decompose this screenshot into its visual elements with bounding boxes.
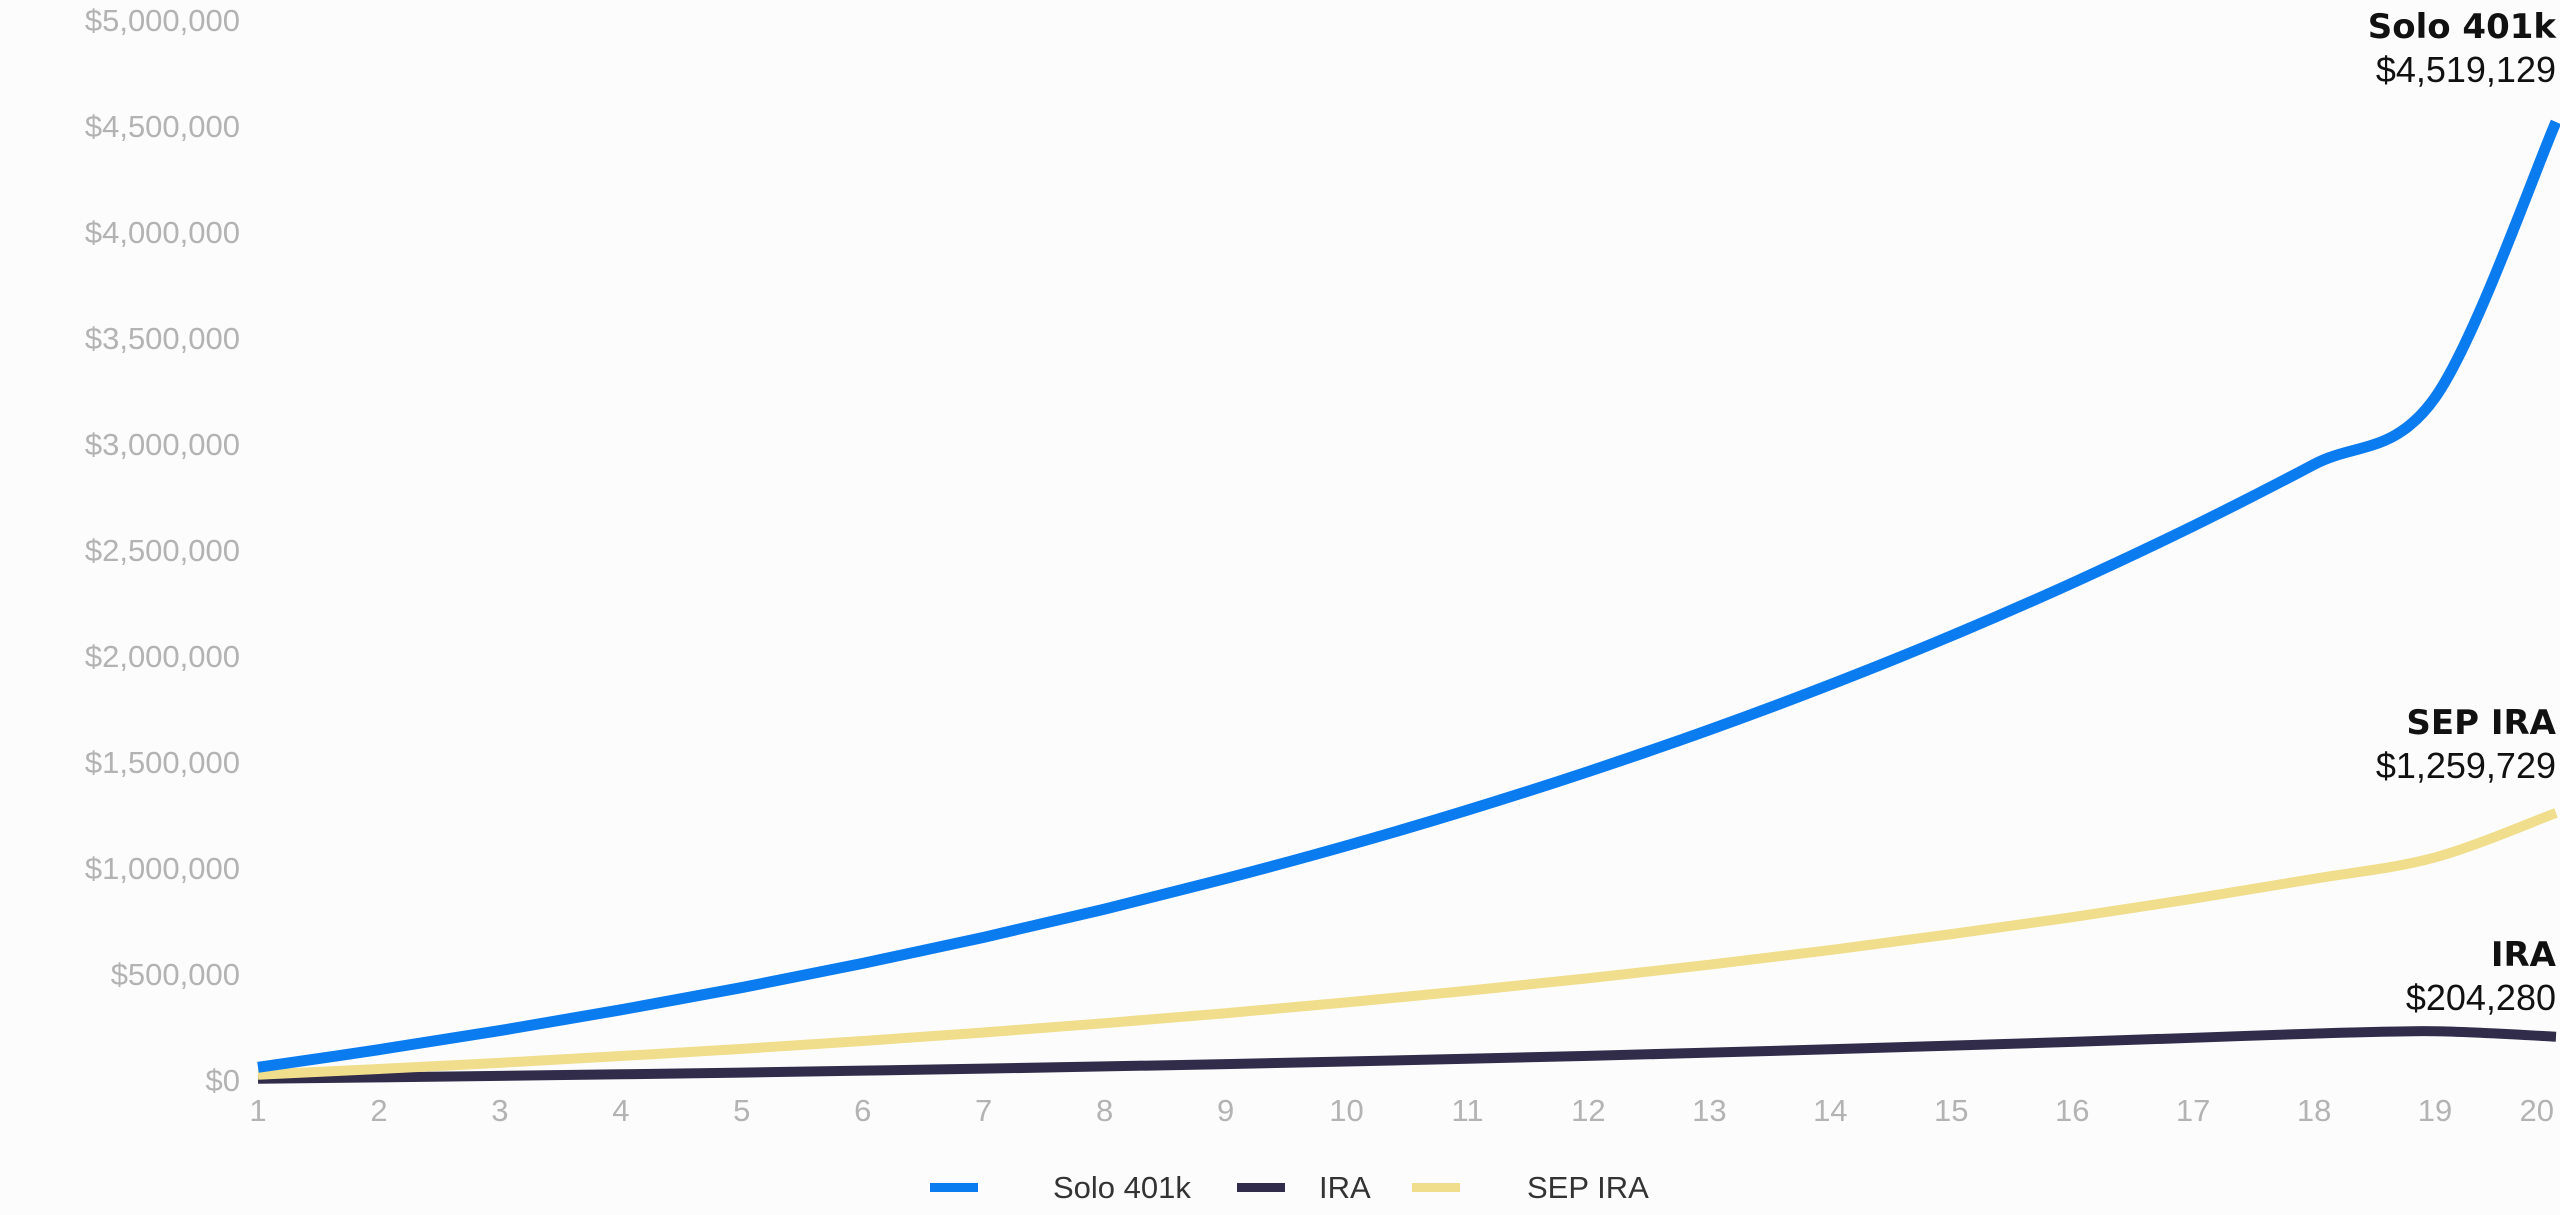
x-tick-label: 6 bbox=[854, 1093, 871, 1128]
y-tick-label: $4,000,000 bbox=[85, 215, 240, 250]
legend-swatch-solo-401k bbox=[930, 1183, 978, 1192]
end-label-name-sep-ira: SEP IRA bbox=[2406, 703, 2556, 743]
x-tick-label: 20 bbox=[2520, 1093, 2554, 1128]
legend-label-solo-401k: Solo 401k bbox=[1053, 1170, 1191, 1205]
legend-swatch-ira bbox=[1237, 1183, 1285, 1192]
x-tick-label: 18 bbox=[2297, 1093, 2331, 1128]
y-tick-label: $4,500,000 bbox=[85, 109, 240, 144]
x-tick-label: 16 bbox=[2055, 1093, 2089, 1128]
y-tick-label: $2,500,000 bbox=[85, 533, 240, 568]
y-tick-label: $0 bbox=[206, 1063, 240, 1098]
end-label-value-ira: $204,280 bbox=[2406, 977, 2556, 1018]
y-tick-label: $500,000 bbox=[111, 957, 240, 992]
end-labels: Solo 401k$4,519,129 IRA$204,280 SEP IRA$1,… bbox=[2368, 7, 2558, 1018]
legend-swatch-sep-ira bbox=[1412, 1183, 1460, 1192]
y-tick-label: $3,500,000 bbox=[85, 321, 240, 356]
x-tick-label: 2 bbox=[370, 1093, 387, 1128]
y-tick-label: $1,500,000 bbox=[85, 745, 240, 780]
x-tick-label: 3 bbox=[491, 1093, 508, 1128]
y-tick-label: $3,000,000 bbox=[85, 427, 240, 462]
x-tick-label: 10 bbox=[1329, 1093, 1363, 1128]
x-tick-label: 15 bbox=[1934, 1093, 1968, 1128]
x-tick-label: 12 bbox=[1571, 1093, 1605, 1128]
x-axis: 1 2 3 4 5 6 7 8 9 10 11 12 13 14 15 16 17 18 19 20 bbox=[249, 1093, 2554, 1128]
x-tick-label: 11 bbox=[1451, 1093, 1483, 1128]
end-label-value-solo-401k: $4,519,129 bbox=[2376, 49, 2556, 90]
series-line-ira bbox=[257, 1026, 2557, 1084]
y-tick-label: $2,000,000 bbox=[85, 639, 240, 674]
legend-label-ira: IRA bbox=[1319, 1170, 1371, 1205]
y-tick-label: $5,000,000 bbox=[85, 3, 240, 38]
series-line-sep-ira bbox=[257, 808, 2558, 1080]
x-tick-label: 7 bbox=[975, 1093, 992, 1128]
end-label-value-sep-ira: $1,259,729 bbox=[2376, 745, 2556, 786]
y-axis: $0 $500,000 $1,000,000 $1,500,000 $2,000,000… bbox=[85, 3, 240, 1098]
x-tick-label: 19 bbox=[2418, 1093, 2452, 1128]
x-tick-label: 4 bbox=[612, 1093, 629, 1128]
x-tick-label: 5 bbox=[733, 1093, 750, 1128]
x-tick-label: 17 bbox=[2176, 1093, 2210, 1128]
series-line-solo-401k bbox=[257, 119, 2560, 1073]
series-lines bbox=[257, 119, 2560, 1084]
x-tick-label: 1 bbox=[249, 1093, 266, 1128]
x-tick-label: 13 bbox=[1692, 1093, 1726, 1128]
x-tick-label: 9 bbox=[1217, 1093, 1234, 1128]
x-tick-label: 14 bbox=[1813, 1093, 1847, 1128]
end-label-name-solo-401k: Solo 401k bbox=[2368, 7, 2558, 47]
x-tick-label: 8 bbox=[1096, 1093, 1113, 1128]
legend-label-sep-ira: SEP IRA bbox=[1527, 1170, 1649, 1205]
end-label-name-ira: IRA bbox=[2491, 935, 2557, 975]
y-tick-label: $1,000,000 bbox=[85, 851, 240, 886]
legend: Solo 401k IRA SEP IRA bbox=[930, 1170, 1649, 1205]
